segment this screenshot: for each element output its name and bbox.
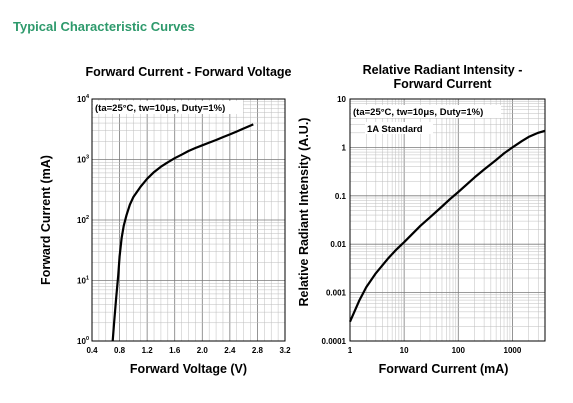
series-line (348, 129, 546, 323)
y-tick-label: 1 (342, 143, 347, 152)
x-tick-label: 2.8 (252, 346, 264, 355)
x-tick-label: 0.4 (86, 346, 98, 355)
y-tick-exponent: 0 (86, 336, 89, 342)
x-tick-label: 1000 (504, 346, 522, 355)
x-tick-label: 0.8 (114, 346, 126, 355)
y-tick-base: 10 (77, 216, 86, 225)
series-line (111, 123, 254, 342)
x-axis-label: Forward Current (mA) (379, 362, 509, 376)
x-axis-label: Forward Voltage (V) (130, 362, 247, 376)
x-tick-label: 10 (400, 346, 409, 355)
y-tick-label: 0.1 (335, 192, 347, 201)
y-tick-label: 104 (77, 94, 90, 104)
conditions-annotation: (ta=25°C, tw=10μs, Duty=1%) (95, 103, 225, 114)
annotation-background (365, 122, 433, 134)
y-tick-label: 0.001 (326, 289, 347, 298)
radiant-intensity-current-chart: Relative Radiant Intensity -Forward Curr… (297, 63, 546, 376)
y-tick-label: 0.0001 (322, 337, 347, 346)
x-tick-label: 1.6 (169, 346, 181, 355)
y-tick-exponent: 1 (86, 276, 89, 282)
annotation-background (351, 105, 501, 118)
section-title: Typical Characteristic Curves (13, 19, 195, 34)
y-axis-label: Forward Current (mA) (39, 155, 53, 285)
standard-annotation: 1A Standard (367, 124, 423, 135)
chart-title: Forward Current - Forward Voltage (85, 65, 291, 79)
plot-frame (91, 98, 286, 342)
y-tick-label: 101 (77, 276, 89, 286)
y-tick-exponent: 3 (86, 155, 89, 161)
x-tick-label: 100 (452, 346, 466, 355)
conditions-annotation: (ta=25°C, tw=10μs, Duty=1%) (353, 107, 483, 118)
chart-title-line1: Relative Radiant Intensity - (363, 63, 523, 77)
y-tick-label: 102 (77, 215, 89, 225)
x-tick-label: 1 (348, 346, 353, 355)
y-tick-base: 10 (77, 277, 86, 286)
y-tick-base: 10 (77, 95, 86, 104)
plot-frame (349, 98, 546, 342)
y-tick-label: 103 (77, 155, 89, 165)
y-tick-label: 10 (337, 95, 346, 104)
x-tick-label: 2.4 (224, 346, 236, 355)
y-tick-exponent: 4 (86, 94, 90, 100)
y-tick-base: 10 (77, 337, 86, 346)
x-tick-label: 3.2 (279, 346, 291, 355)
y-axis-label: Relative Radiant Intensity (A.U.) (297, 118, 311, 307)
x-tick-label: 1.2 (142, 346, 154, 355)
chart-title-line2: Forward Current (394, 77, 493, 91)
x-tick-label: 2.0 (197, 346, 209, 355)
annotation-background (93, 101, 243, 114)
y-tick-label: 0.01 (330, 240, 346, 249)
y-tick-exponent: 2 (86, 215, 89, 221)
y-tick-base: 10 (77, 156, 86, 165)
forward-current-voltage-chart: Forward Current - Forward Voltage 0.4 0.8 1… (39, 65, 292, 376)
y-tick-label: 100 (77, 336, 89, 346)
